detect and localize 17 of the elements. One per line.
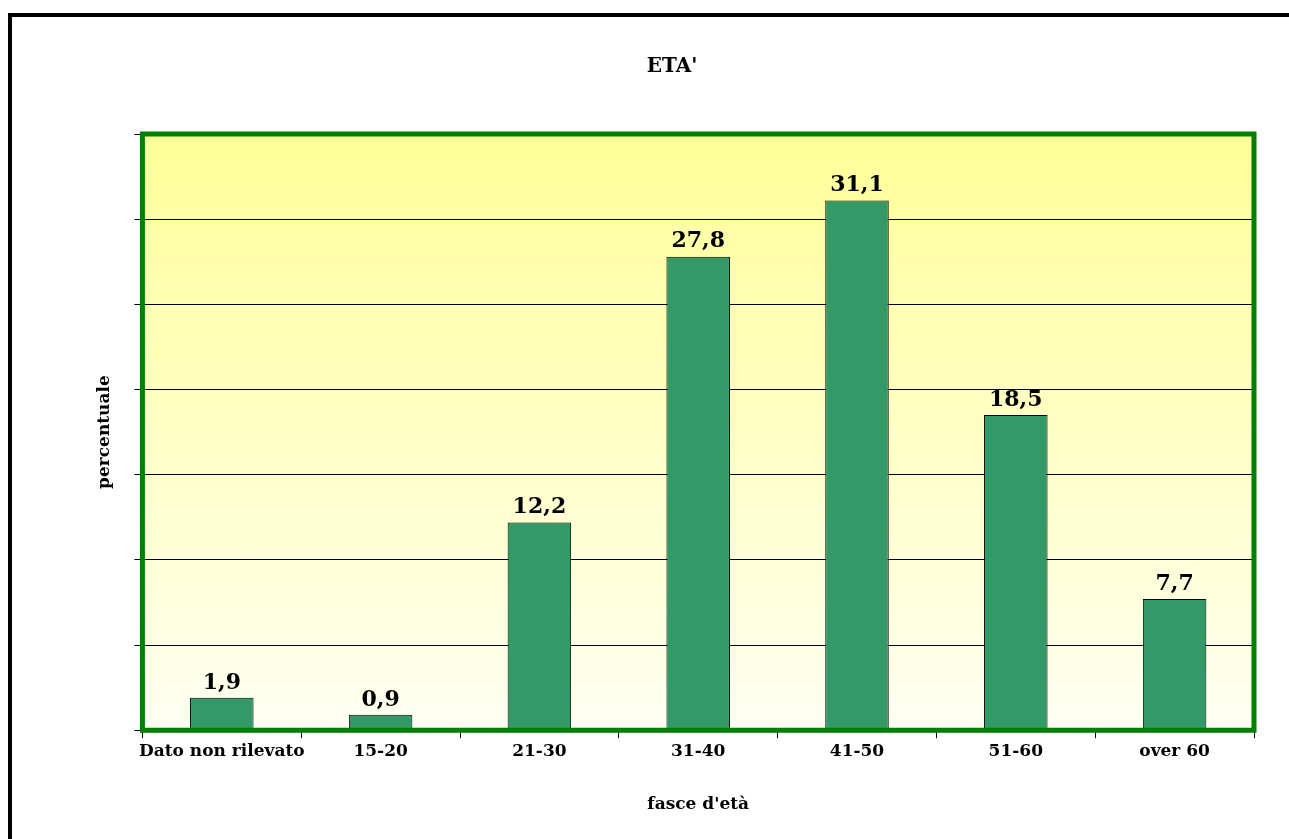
x-tick-label: 51-60 xyxy=(988,739,1044,760)
data-label: 7,7 xyxy=(1155,568,1194,595)
chart-title: ETA' xyxy=(646,53,698,78)
x-tick-label: Dato non rilevato xyxy=(138,739,305,760)
data-label: 1,9 xyxy=(202,667,241,694)
x-axis-title: fasce d'età xyxy=(647,793,750,814)
x-tick-label: over 60 xyxy=(1139,739,1211,760)
data-label: 12,2 xyxy=(512,492,567,519)
x-tick-label: 41-50 xyxy=(829,739,885,760)
data-label: 31,1 xyxy=(830,170,884,197)
data-label: 27,8 xyxy=(671,226,725,253)
data-label: 0,9 xyxy=(361,684,400,711)
data-label: 18,5 xyxy=(989,384,1043,411)
x-tick-label: 31-40 xyxy=(671,739,726,760)
x-tick-label: 21-30 xyxy=(512,739,567,760)
y-axis-title: percentuale xyxy=(92,375,113,489)
x-tick-label: 15-20 xyxy=(353,739,408,760)
